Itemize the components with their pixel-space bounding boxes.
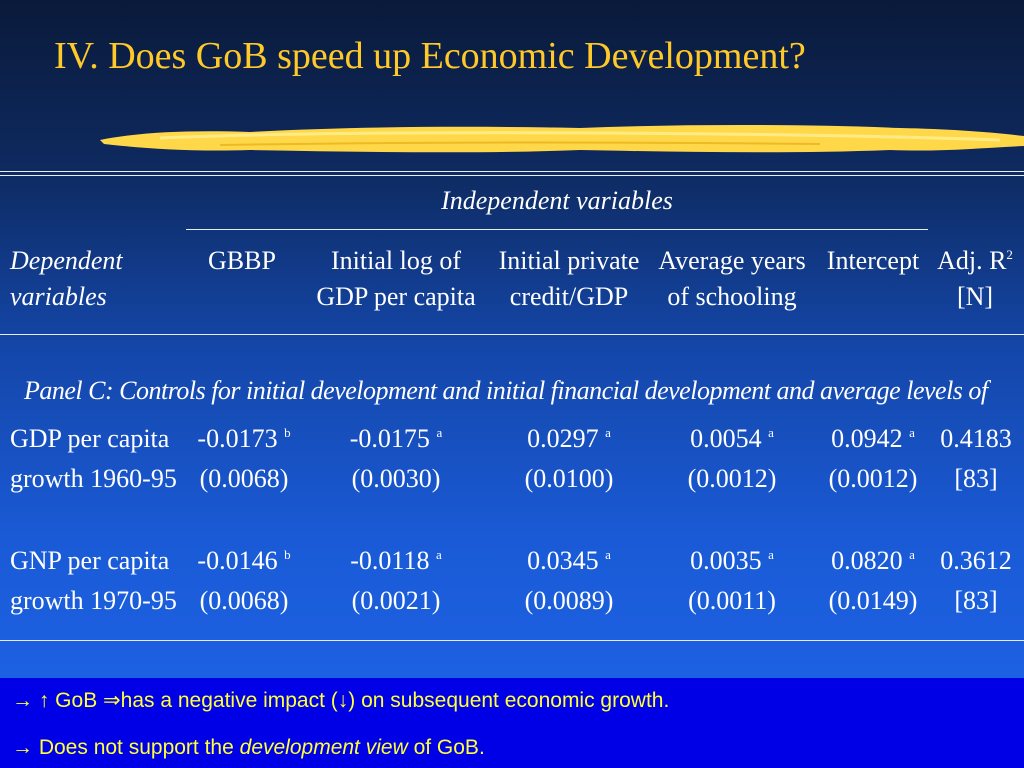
header-bottom-rule xyxy=(0,334,1024,335)
panel-c-title: Panel C: Controls for initial developmen… xyxy=(24,376,988,405)
coef-gdp-intercept: 0.0942 a (0.0012) xyxy=(828,424,918,493)
coef-gnp-gbbp: -0.0146 b (0.0068) xyxy=(197,546,291,615)
coef-gdp-private-credit: 0.0297 a (0.0100) xyxy=(524,424,614,493)
table-top-rule-2 xyxy=(0,175,1024,176)
coef-gdp-initial-log: -0.0175 a (0.0030) xyxy=(349,424,443,493)
coef-gnp-intercept: 0.0820 a (0.0149) xyxy=(828,546,918,615)
right-arrow-icon: → xyxy=(12,736,33,759)
coef-gdp-schooling: 0.0054 a (0.0012) xyxy=(687,424,777,493)
coef-gdp-gbbp: -0.0173 b (0.0068) xyxy=(197,424,291,493)
dependent-variables-header: Dependent variables xyxy=(10,246,123,311)
group-header-rule xyxy=(186,229,928,230)
table-top-rule xyxy=(0,171,1024,172)
slide-title: IV. Does GoB speed up Economic Developme… xyxy=(54,35,806,77)
down-arrow-icon: ↓ xyxy=(337,689,349,712)
conclusion-box: → ↑ GoB ⇒has a negative impact (↓) on su… xyxy=(0,678,1024,768)
column-header-adj-r2: Adj. R2 [N] xyxy=(937,246,1013,311)
column-header-average-years-schooling: Average years of schooling xyxy=(658,246,806,311)
coef-gnp-initial-log: -0.0118 a (0.0021) xyxy=(350,546,442,615)
bullet-negative-impact: → ↑ GoB ⇒has a negative impact (↓) on su… xyxy=(12,689,670,712)
row-label-gdp: GDP per capita growth 1960-95 xyxy=(10,424,177,493)
bullet-development-view: → Does not support the development view … xyxy=(12,736,485,759)
column-header-gbbp: GBBP xyxy=(208,246,276,275)
column-header-initial-log-gdp: Initial log of GDP per capita xyxy=(316,246,476,311)
coef-gnp-private-credit: 0.0345 a (0.0089) xyxy=(524,546,614,615)
right-arrow-icon: → xyxy=(12,689,33,712)
column-header-initial-private-credit: Initial private credit/GDP xyxy=(498,246,640,311)
coef-gdp-adj-r2: 0.4183 [83] xyxy=(940,424,1012,493)
up-arrow-icon: ↑ xyxy=(38,689,50,712)
coef-gnp-schooling: 0.0035 a (0.0011) xyxy=(688,546,776,615)
row-label-gnp: GNP per capita growth 1970-95 xyxy=(10,546,177,615)
independent-variables-header: Independent variables xyxy=(441,186,673,215)
table-bottom-rule xyxy=(0,640,1024,641)
column-header-intercept: Intercept xyxy=(826,246,920,275)
implies-icon: ⇒ xyxy=(103,689,121,712)
yellow-brush-stroke xyxy=(100,125,1024,153)
coef-gnp-adj-r2: 0.3612 [83] xyxy=(940,546,1012,615)
